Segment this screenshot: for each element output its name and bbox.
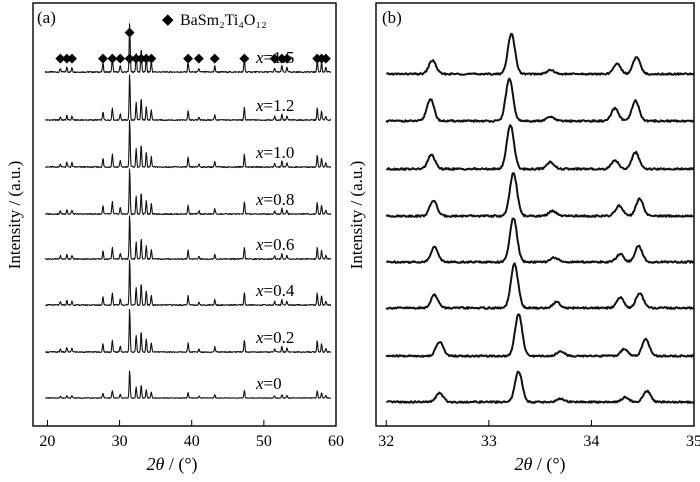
panel-a-series-label: x=0.2 [255,328,294,347]
peak-marker: ◆ [210,50,220,65]
panel-b-series-line [385,262,695,310]
panel-a-x-axis-title: 2θ / (°) [146,454,197,475]
panel-b-traces [385,32,695,404]
panel-a-series-label: x=1.2 [255,96,294,115]
peak-marker: ◆ [270,50,280,65]
peak-marker: ◆ [62,50,72,65]
panel-a-series-line [45,119,332,169]
panel-b-series-line [385,77,695,123]
panel-b-series-line [385,124,695,171]
panel-a-series-label: x=0 [255,374,282,393]
panel-b-frame [375,2,695,427]
panel-a-legend-label: BaSm₂Ti₄O₁₂ [180,12,267,29]
peak-marker: ◆ [321,50,331,65]
panel-b-y-axis-title: Intensity / (a.u.) [347,161,366,270]
panel-a-series-line [45,259,332,307]
peak-marker: ◆ [98,50,108,65]
panel-b-x-tick-label: 32 [378,433,394,450]
panel-a-series-line [45,309,332,354]
peak-marker: ◆ [282,50,292,65]
panel-a-series-label: x=0.8 [255,190,294,209]
peak-marker: ◆ [194,50,204,65]
panel-a-label: (a) [37,8,56,27]
panel-b-label: (b) [382,8,402,27]
panel-a-series-label: x=1.0 [255,143,294,162]
panel-b-series-line [386,217,695,264]
peak-marker: ◆ [55,50,65,65]
panel-a-x-tick-label: 60 [328,433,344,450]
panel-b-series-line [386,32,695,76]
panel-a-x-tick-label: 30 [112,433,128,450]
panel-b-x-tick-label: 33 [481,433,497,450]
panel-a-series-line [45,168,332,216]
panel-b-x-tick-label: 34 [583,433,599,450]
peak-marker: ◆ [183,50,193,65]
panel-a-traces: x=1.5 x=1.2 x=1.0 x=0.8 x=0.6 x=0.4 x=0.2 x=0 [44,23,332,399]
panel-b-x-ticks: 32 33 34 35 [378,420,700,450]
peak-marker: ◆ [312,50,322,65]
panel-b: (b) 32 33 34 35 2θ / (°) Intensity / (a.u.) [347,2,700,475]
panel-a-x-tick-label: 20 [39,433,55,450]
panel-b-series-line [385,313,695,358]
panel-a-frame [32,2,337,427]
peak-marker: ◆ [125,50,135,65]
panel-a: (a) ◆ BaSm₂Ti₄O₁₂ ◆◆◆ ◆ ◆◆ ◆◆◆◆◆ ◆ ◆ ◆ ◆ ◆◆◆ ◆◆◆◆… [5,2,344,475]
panel-a-x-tick-label: 50 [256,433,272,450]
panel-b-x-axis-title: 2θ / (°) [514,454,565,475]
panel-b-series-line [386,370,695,404]
panel-a-series-label: x=0.6 [255,235,294,254]
panel-a-x-tick-label: 40 [184,433,200,450]
peak-marker: ◆ [115,50,125,65]
panel-a-series-line [44,74,332,122]
peak-marker: ◆ [277,50,287,65]
panel-a-legend-symbol: ◆ [162,12,174,28]
panel-a-y-axis-title: Intensity / (a.u.) [5,161,24,270]
panel-b-series-line [385,172,695,218]
panel-b-x-tick-label: 35 [686,433,700,450]
panel-a-series-line [44,23,332,74]
peak-marker: ◆ [67,50,77,65]
panel-a-series-label: x=1.5 [255,48,294,67]
panel-a-series-line [44,215,332,261]
panel-a-x-ticks: 20 30 40 50 60 [39,420,344,450]
panel-a-series-label: x=0.4 [255,281,295,300]
peak-marker: ◆ [317,50,327,65]
peak-marker: ◆ [146,50,156,65]
panel-a-series-line [45,370,332,399]
peak-marker: ◆ [107,50,117,65]
peak-marker: ◆ [239,50,249,65]
